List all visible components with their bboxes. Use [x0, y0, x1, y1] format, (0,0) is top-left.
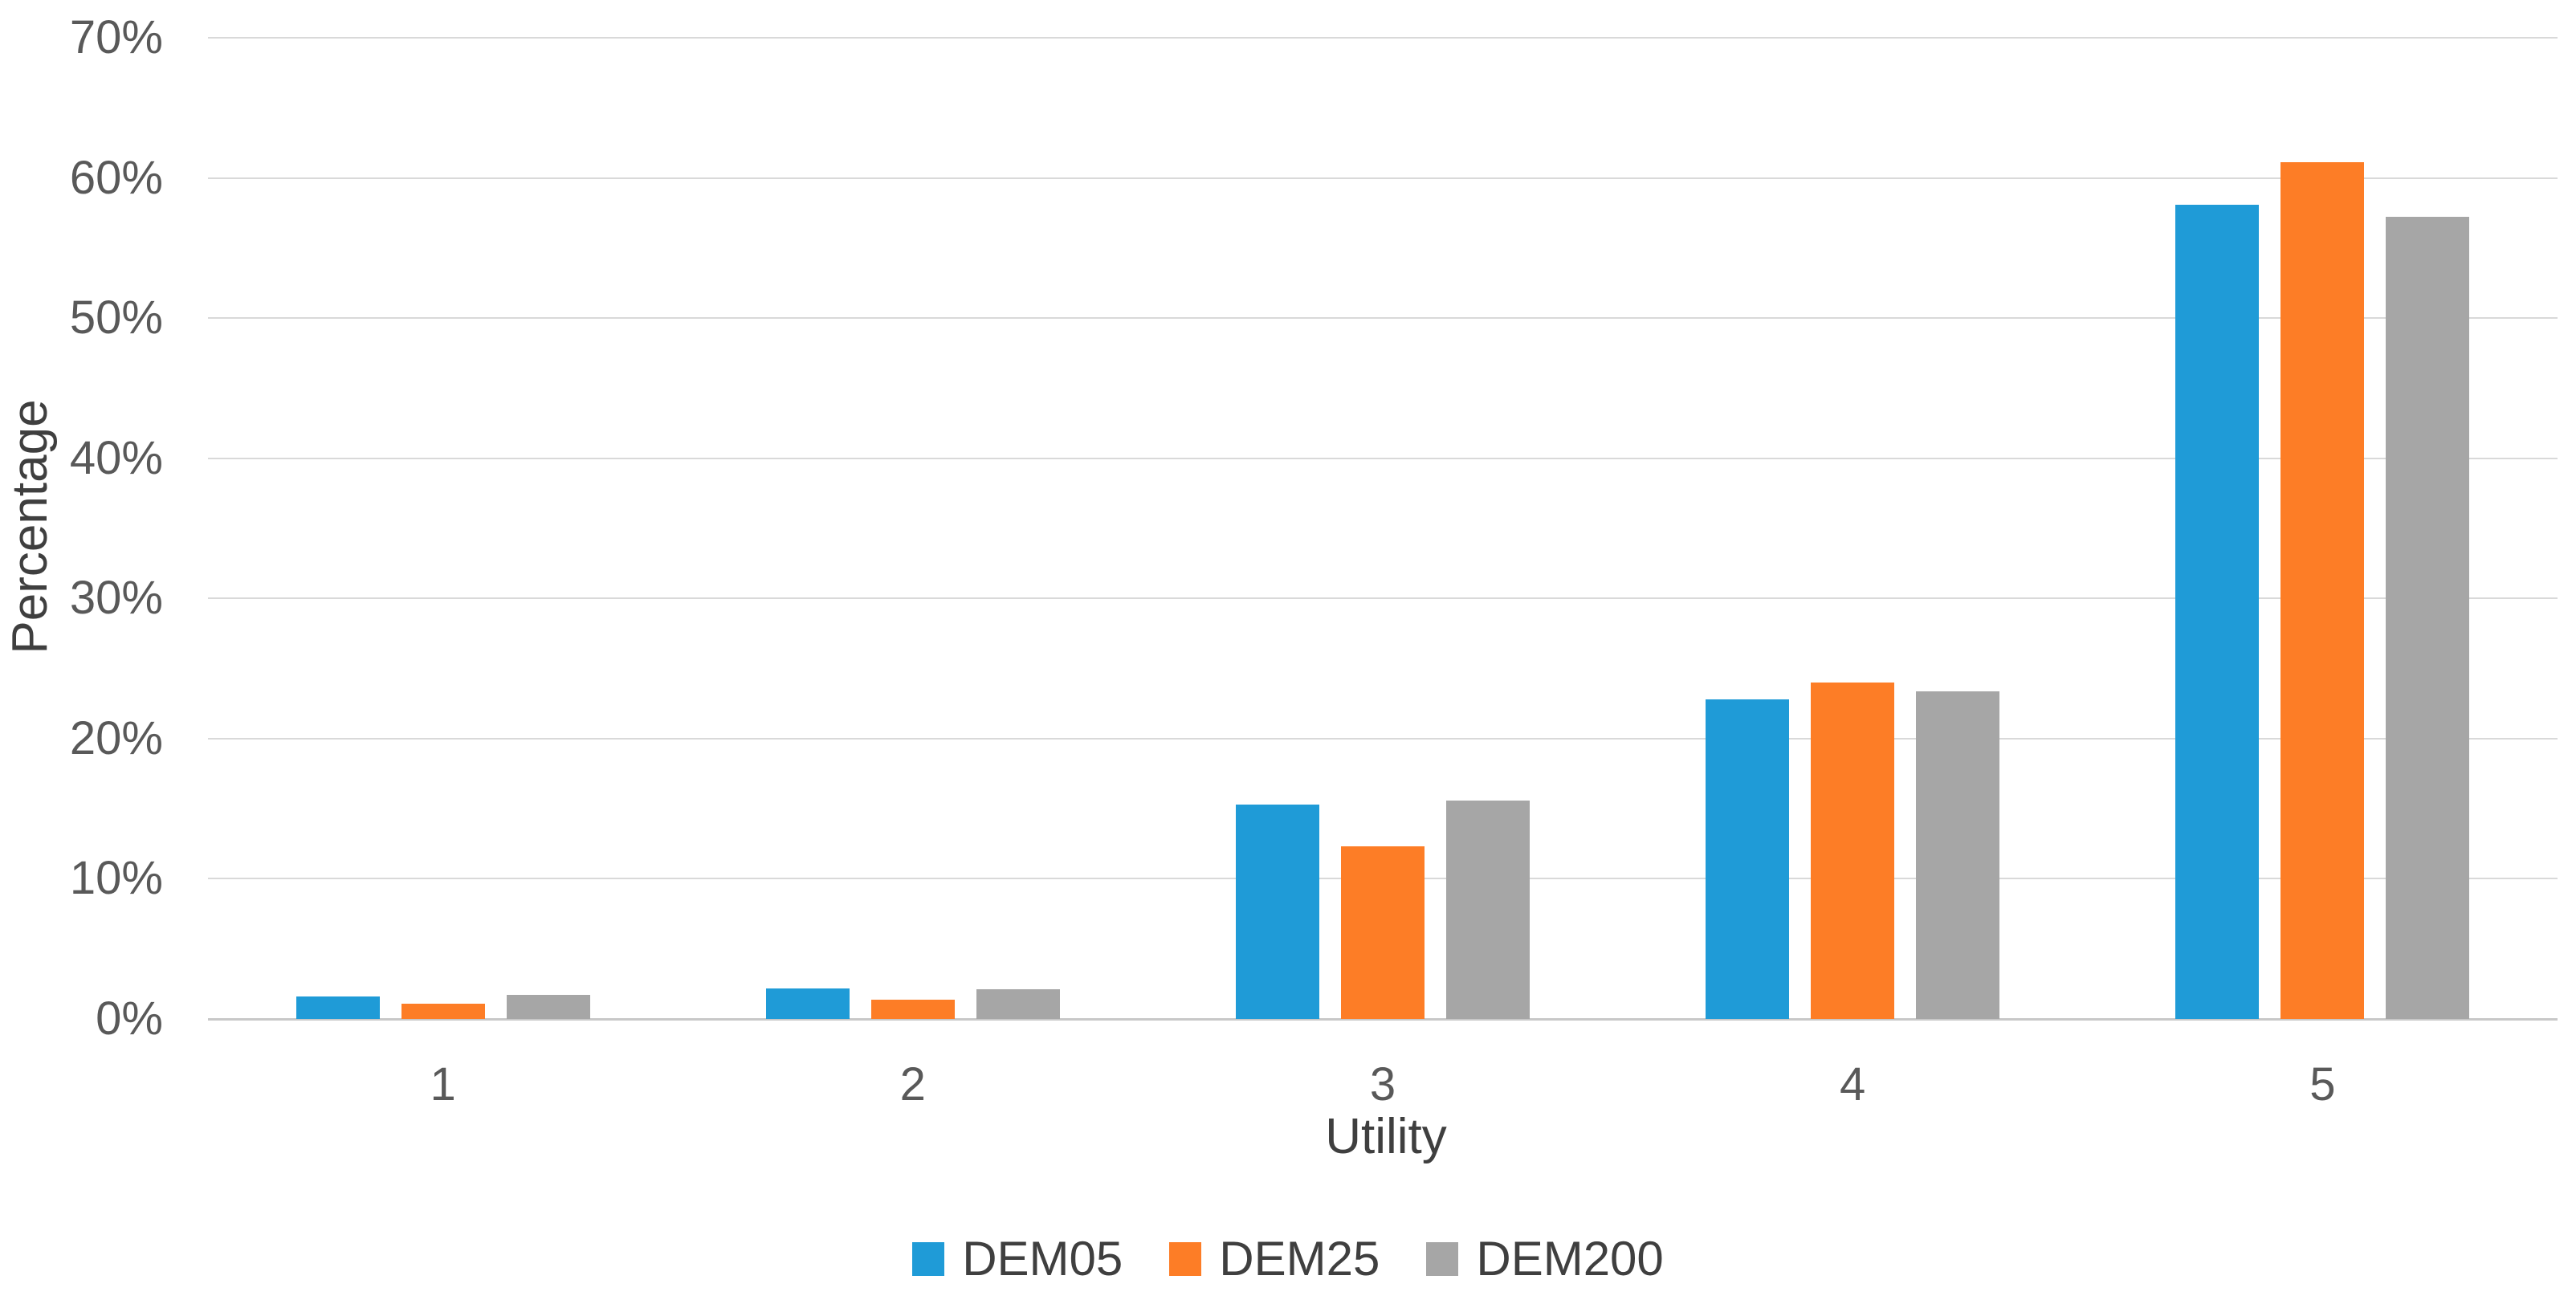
bar-DEM200-cat3: [1446, 800, 1530, 1019]
bar-DEM05-cat5: [2175, 204, 2260, 1019]
x-axis-title: Utility: [1325, 1109, 1447, 1164]
x-tick-label: 3: [1369, 1058, 1396, 1111]
bar-DEM05-cat2: [765, 988, 850, 1019]
x-axis-line: [208, 1017, 2558, 1021]
x-tick-label: 4: [1840, 1058, 1866, 1111]
gridline: [208, 37, 2558, 39]
bar-DEM25-cat5: [2280, 162, 2365, 1019]
y-tick-label: 60%: [69, 151, 163, 204]
bar-DEM25-cat4: [1811, 683, 1895, 1019]
x-tick-label: 5: [2309, 1058, 2336, 1111]
legend-label: DEM05: [962, 1232, 1123, 1286]
y-tick-label: 0%: [96, 992, 163, 1045]
y-tick-label: 30%: [69, 572, 163, 625]
legend-item-DEM25: DEM25: [1169, 1235, 1380, 1283]
bar-DEM25-cat2: [870, 999, 955, 1019]
gridline: [208, 457, 2558, 459]
y-tick-label: 20%: [69, 711, 163, 764]
bar-DEM200-cat5: [2386, 217, 2470, 1019]
y-axis-title: Percentage: [2, 399, 58, 654]
bar-DEM200-cat1: [506, 995, 590, 1019]
gridline: [208, 177, 2558, 179]
legend-swatch-icon: [1426, 1242, 1459, 1276]
gridline: [208, 317, 2558, 320]
bar-DEM25-cat1: [401, 1003, 485, 1019]
bar-DEM05-cat1: [296, 996, 380, 1019]
legend-item-DEM200: DEM200: [1426, 1232, 1664, 1286]
legend-label: DEM25: [1219, 1232, 1380, 1286]
x-tick-label: 1: [430, 1058, 456, 1111]
bar-DEM200-cat2: [976, 989, 1060, 1019]
gridline: [208, 737, 2558, 740]
y-tick-label: 70%: [69, 11, 163, 63]
legend-item-DEM05: DEM05: [912, 1235, 1123, 1283]
legend-swatch-icon: [912, 1242, 945, 1276]
y-tick-label: 50%: [69, 291, 163, 344]
gridline: [208, 597, 2558, 600]
y-tick-label: 40%: [69, 431, 163, 484]
bar-DEM25-cat3: [1341, 846, 1425, 1019]
legend-swatch-icon: [1169, 1242, 1202, 1276]
legend-label: DEM200: [1476, 1232, 1664, 1286]
chart-legend: DEM05 DEM25 DEM200: [0, 1235, 2576, 1283]
bar-DEM05-cat3: [1236, 804, 1319, 1019]
y-tick-label: 10%: [69, 852, 163, 905]
bar-DEM200-cat4: [1916, 691, 2000, 1019]
bar-DEM05-cat4: [1706, 699, 1790, 1019]
x-tick-label: 2: [899, 1058, 926, 1111]
